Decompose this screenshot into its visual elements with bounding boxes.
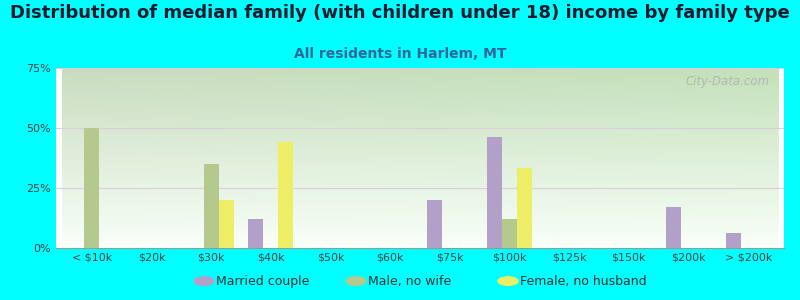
Text: Male, no wife: Male, no wife [368,274,451,288]
Text: Distribution of median family (with children under 18) income by family type: Distribution of median family (with chil… [10,4,790,22]
Bar [517,168,532,248]
Bar [278,142,293,248]
Bar [666,207,681,248]
Text: All residents in Harlem, MT: All residents in Harlem, MT [294,46,506,61]
Bar [84,128,99,248]
Bar [487,137,502,247]
Bar [726,233,741,247]
Bar [218,200,234,247]
Bar [427,200,442,247]
Bar [204,164,218,247]
Bar [502,219,517,247]
Text: Female, no husband: Female, no husband [520,274,646,288]
Text: Married couple: Married couple [216,274,310,288]
Bar [249,219,263,247]
Text: City-Data.com: City-Data.com [686,75,770,88]
